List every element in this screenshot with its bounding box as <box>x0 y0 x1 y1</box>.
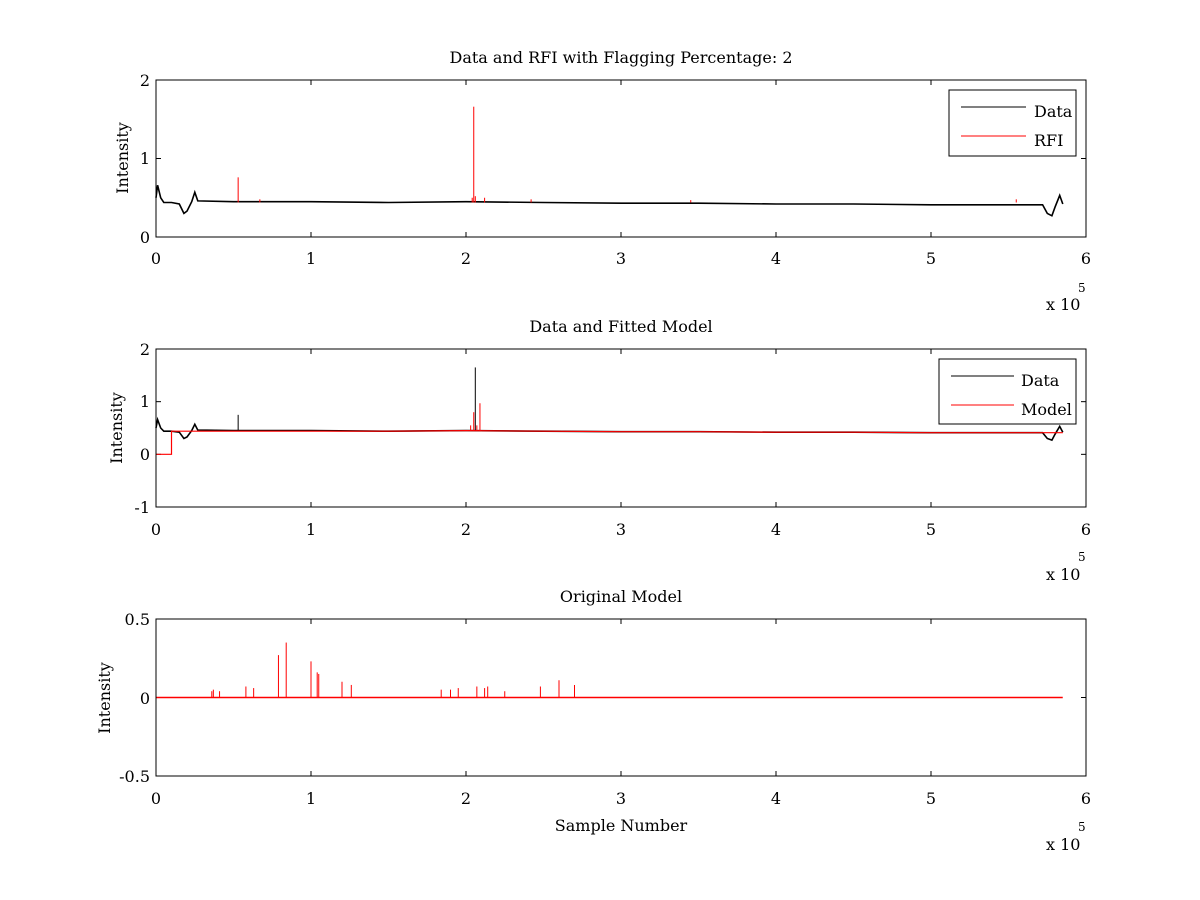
panel-2-series <box>155 367 1064 455</box>
panel-1-legend-data-label: Data <box>1034 102 1073 121</box>
panel-3-x-tick-label: 0 <box>151 789 161 808</box>
panel-1-x-tick-label: 6 <box>1081 249 1091 268</box>
panel-2-y-tick-label: -1 <box>134 498 150 517</box>
panel-3-x-multiplier: x 10 <box>1046 835 1080 854</box>
panel-3-x-tick-label: 6 <box>1081 789 1091 808</box>
panel-1-x-tick-label: 5 <box>926 249 936 268</box>
panel-1-plot-area <box>156 80 1086 237</box>
panel-2-y-tick-label: 0 <box>140 445 150 464</box>
panel-1-y-tick-labels: 0 1 2 <box>140 71 150 247</box>
panel-2-y-tick-label: 2 <box>140 340 150 359</box>
panel-3-xlabel: Sample Number <box>555 816 688 835</box>
panel-2-x-multiplier-exponent: 5 <box>1078 550 1086 564</box>
panel-1-x-tick-label: 1 <box>306 249 316 268</box>
panel-1-ylabel: Intensity <box>113 122 132 194</box>
panel-1-x-tick-label: 0 <box>151 249 161 268</box>
panel-1-x-tick-label: 2 <box>461 249 471 268</box>
panel-1-legend-rfi-label: RFI <box>1034 131 1063 150</box>
panel-3-axes-box <box>155 618 1087 777</box>
panel-2-x-tick-labels: 0 1 2 3 4 5 6 <box>151 520 1091 539</box>
panel-2-legend: Data Model <box>938 358 1077 425</box>
panel-2-plot-area <box>156 349 1086 507</box>
panel-3-x-tick-labels: 0 1 2 3 4 5 6 <box>151 789 1091 808</box>
panel-1-y-tick-label: 1 <box>140 149 150 168</box>
panel-3-x-multiplier-exponent: 5 <box>1078 820 1086 834</box>
panel-2-x-tick-label: 0 <box>151 520 161 539</box>
panel-2-title: Data and Fitted Model <box>529 317 712 336</box>
panel-2-x-tick-label: 4 <box>771 520 781 539</box>
panel-1: Data and RFI with Flagging Percentage: 2… <box>113 48 1091 314</box>
panel-1-x-tick-label: 3 <box>616 249 626 268</box>
panel-3-title: Original Model <box>560 587 682 606</box>
panel-2: Data and Fitted Model Intensity 0 1 2 3 … <box>107 317 1091 584</box>
panel-2-axes-box <box>155 348 1087 508</box>
panel-1-x-multiplier: x 10 <box>1046 295 1080 314</box>
panel-2-legend-model-label: Model <box>1021 400 1072 419</box>
panel-1-axes-box <box>155 79 1087 238</box>
panel-1-y-tick-label: 0 <box>140 228 150 247</box>
panel-3: Original Model Intensity 0 1 2 3 4 5 6 -… <box>95 587 1091 854</box>
panel-1-legend: Data RFI <box>948 89 1077 157</box>
panel-1-x-tick-labels: 0 1 2 3 4 5 6 <box>151 249 1091 268</box>
panel-3-x-tick-label: 5 <box>926 789 936 808</box>
panel-1-x-tick-label: 4 <box>771 249 781 268</box>
panel-2-x-multiplier: x 10 <box>1046 565 1080 584</box>
panel-2-x-tick-label: 2 <box>461 520 471 539</box>
panel-2-y-tick-labels: -1 0 1 2 <box>134 340 150 517</box>
panel-3-x-tick-label: 3 <box>616 789 626 808</box>
panel-2-x-tick-label: 5 <box>926 520 936 539</box>
panel-2-x-tick-label: 1 <box>306 520 316 539</box>
panel-2-legend-box <box>938 358 1077 425</box>
panel-1-series <box>155 106 1064 217</box>
panel-3-y-tick-label: 0 <box>140 689 150 708</box>
panel-2-y-tick-label: 1 <box>140 392 150 411</box>
panel-2-ylabel: Intensity <box>107 392 126 464</box>
panel-1-legend-box <box>948 89 1077 157</box>
panel-2-legend-data-label: Data <box>1021 371 1060 390</box>
panel-1-y-tick-label: 2 <box>140 71 150 90</box>
panel-3-y-tick-labels: -0.5 0 0.5 <box>119 610 150 786</box>
panel-3-ylabel: Intensity <box>95 662 114 734</box>
panel-2-x-tick-label: 3 <box>616 520 626 539</box>
panel-3-x-tick-label: 2 <box>461 789 471 808</box>
panel-1-title: Data and RFI with Flagging Percentage: 2 <box>449 48 792 67</box>
panel-1-x-multiplier-exponent: 5 <box>1078 281 1086 295</box>
panel-3-x-tick-label: 1 <box>306 789 316 808</box>
panel-3-series <box>156 642 1063 699</box>
panel-3-y-tick-label: -0.5 <box>119 767 150 786</box>
series-data-line <box>155 185 1064 217</box>
panel-3-x-tick-label: 4 <box>771 789 781 808</box>
panel-2-x-tick-label: 6 <box>1081 520 1091 539</box>
series-model-line <box>156 429 1063 455</box>
panel-3-y-tick-label: 0.5 <box>125 610 150 629</box>
